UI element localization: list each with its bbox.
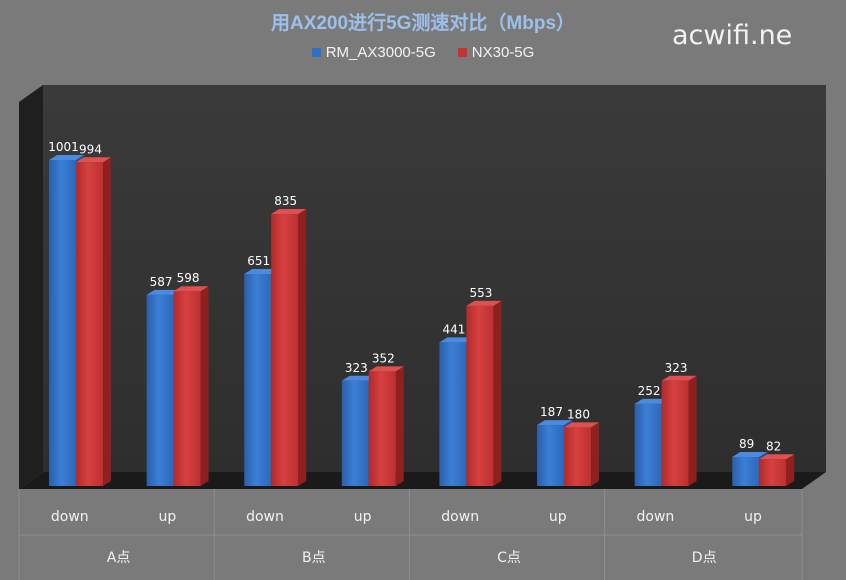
bar-top <box>146 289 182 295</box>
data-label: 323 <box>665 361 688 375</box>
bar-top <box>661 375 697 381</box>
bar-top <box>271 209 307 215</box>
group-label: B点 <box>302 550 326 566</box>
bar-nx-0 <box>76 157 111 486</box>
bar-top <box>173 286 209 292</box>
x-tick-label: up <box>159 509 177 525</box>
group-label: D点 <box>692 550 717 566</box>
legend-swatch-series-1 <box>311 48 321 57</box>
data-label: 89 <box>739 437 754 451</box>
bar-front <box>244 273 272 486</box>
bar-top <box>368 366 404 372</box>
bar-top <box>466 300 502 306</box>
chart-floor <box>19 472 826 489</box>
chart-side-wall <box>19 85 43 489</box>
data-label: 187 <box>540 405 563 419</box>
bar-side <box>395 366 404 486</box>
legend: RM_AX3000-5G NX30-5G <box>0 44 846 61</box>
bar-side <box>786 454 795 486</box>
bar-side <box>591 422 599 486</box>
legend-item-series-2: NX30-5G <box>457 44 535 61</box>
watermark: acwifi.ne <box>672 20 793 51</box>
data-label: 82 <box>766 439 781 453</box>
bar-top <box>439 337 475 343</box>
bar-nx-2 <box>271 209 307 486</box>
bar-nx-4 <box>466 300 502 486</box>
bar-front <box>661 380 689 486</box>
bar-nx-3 <box>368 366 404 486</box>
bar-top <box>564 422 599 428</box>
x-tick-label: down <box>441 509 479 525</box>
x-tick-label: down <box>637 509 675 525</box>
bar-nx-1 <box>173 286 209 486</box>
bar-side <box>200 286 209 486</box>
bar-nx-7 <box>759 454 795 486</box>
bar-front <box>439 342 467 486</box>
bar-side <box>493 300 502 486</box>
bar-top <box>759 454 795 460</box>
bar-front <box>634 403 662 486</box>
bars-group <box>49 155 795 486</box>
bar-front <box>564 427 591 486</box>
legend-item-series-1: RM_AX3000-5G <box>311 44 436 61</box>
legend-swatch-series-2 <box>457 48 467 57</box>
group-label: A点 <box>107 550 131 566</box>
bar-front <box>271 214 299 486</box>
data-label: 553 <box>469 286 492 300</box>
data-label: 587 <box>150 275 173 289</box>
x-tick-label: up <box>354 509 372 525</box>
x-tick-label: down <box>51 509 89 525</box>
bar-front <box>732 457 760 486</box>
bar-side <box>103 157 111 486</box>
data-label: 352 <box>372 351 395 365</box>
labels-group: 1001 994 587 598 651 835 323 352 441 553 187 180 252… <box>48 140 781 453</box>
bar-front <box>341 380 369 486</box>
bar-front <box>368 371 396 486</box>
bar-top <box>244 268 280 274</box>
group-label: C点 <box>497 550 521 566</box>
bar-top <box>634 398 670 404</box>
bar-top <box>76 157 111 163</box>
x-tick-label: up <box>744 509 762 525</box>
chart-back-wall <box>43 85 826 472</box>
data-label: 598 <box>177 271 200 285</box>
bar-front <box>759 459 787 486</box>
bar-front <box>537 425 564 486</box>
bar-nx-6 <box>661 375 697 486</box>
bar-front <box>146 294 174 486</box>
data-label: 252 <box>638 384 661 398</box>
bar-front <box>76 162 103 486</box>
bar-front <box>49 160 76 486</box>
bar-nx-5 <box>564 422 599 486</box>
data-label: 441 <box>442 322 465 336</box>
bar-side <box>688 375 697 486</box>
legend-label-series-1: RM_AX3000-5G <box>325 44 436 61</box>
bar-side <box>298 209 307 486</box>
bar-front <box>173 291 201 486</box>
data-label: 994 <box>79 142 102 156</box>
bar-top <box>49 155 84 160</box>
data-label: 323 <box>345 361 368 375</box>
bar-front <box>466 305 494 486</box>
bar-top <box>341 375 377 381</box>
data-label: 835 <box>274 194 297 208</box>
chart-title: 用AX200进行5G测速对比（Mbps） <box>270 13 576 34</box>
data-label: 651 <box>247 254 270 268</box>
legend-label-series-2: NX30-5G <box>471 44 535 61</box>
bar-top <box>732 452 768 458</box>
x-tick-label: up <box>549 509 567 525</box>
bar-top <box>537 420 572 426</box>
category-table: down up down up down up down up A点 B点 C点 D点 <box>18 489 803 580</box>
data-label: 1001 <box>48 140 79 154</box>
data-label: 180 <box>567 407 590 421</box>
x-tick-label: down <box>246 509 284 525</box>
